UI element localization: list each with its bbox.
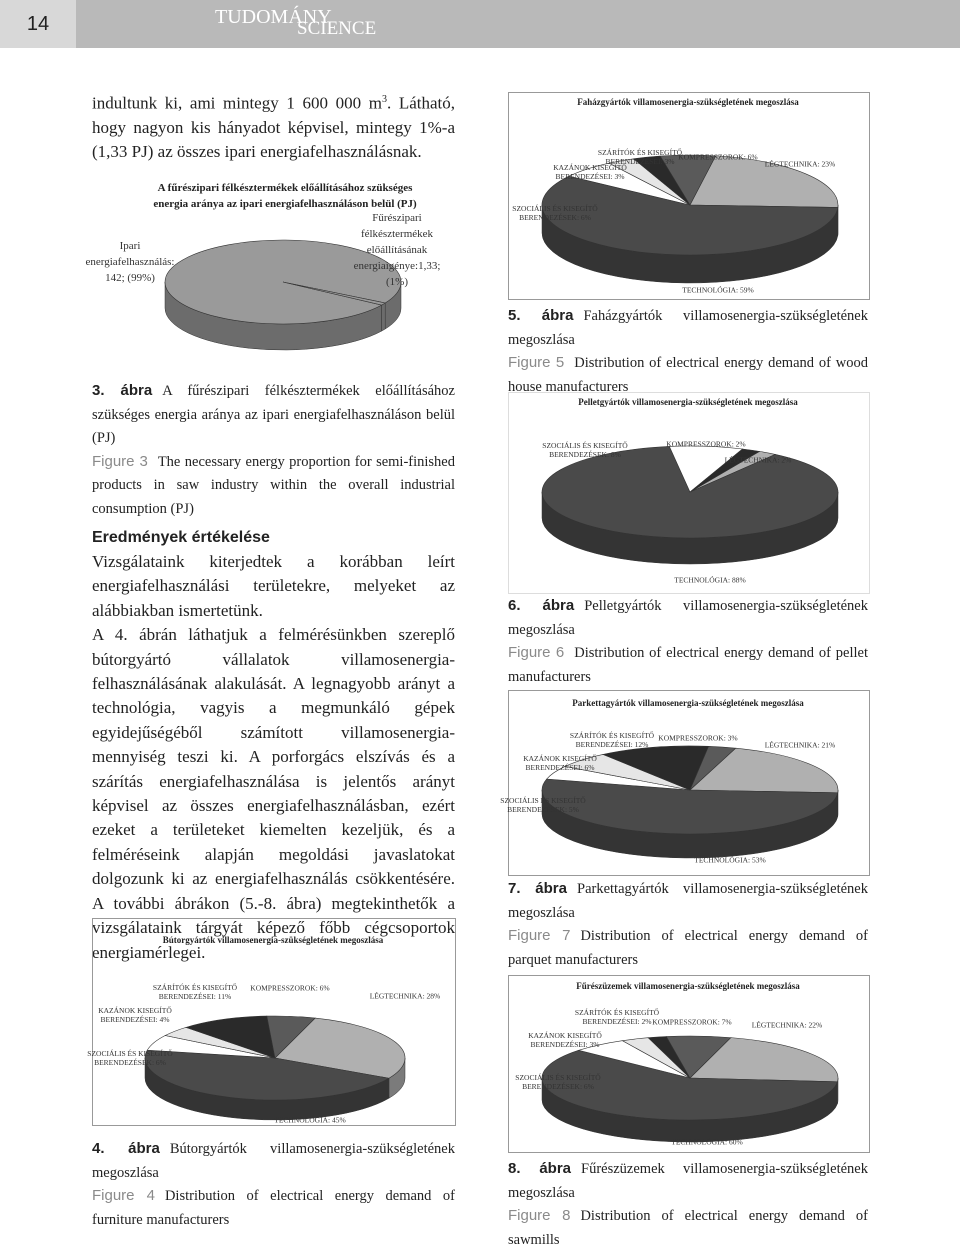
value-label: SZOCIÁLIS ÉS KISEGÍTŐ BERENDEZÉSEK: 6% xyxy=(80,1049,180,1067)
value-label: KAZÁNOK KISEGÍTŐ BERENDEZÉSEI: 6% xyxy=(520,754,600,772)
value-label: LÉGTECHNIKA: 28% xyxy=(350,992,460,1001)
value-label: LÉGTECHNIKA: 22% xyxy=(732,1021,842,1030)
value-label: Ipari energiafelhasználás: 142; (99%) xyxy=(83,238,178,286)
value-label: KOMPRESSZOROK: 2% xyxy=(651,440,761,449)
value-label: SZOCIÁLIS ÉS KISEGÍTŐ BERENDEZÉSEK: 8% xyxy=(530,441,640,459)
figure-label: Figure 6 xyxy=(508,644,564,661)
value-label: TECHNOLÓGIA: 53% xyxy=(675,856,785,865)
value-label: LÉGTECHNIKA: 21% xyxy=(745,741,855,750)
chart-title: Parkettagyártók villamosenergia-szükségl… xyxy=(512,697,864,710)
caption-label: 3. ábra xyxy=(92,382,152,399)
value-label: TECHNOLÓGIA: 60% xyxy=(652,1138,762,1147)
chart-title: Pelletgyártók villamosenergia-szükséglet… xyxy=(512,396,864,409)
caption-label: 5. ábra xyxy=(508,307,573,324)
figure-label: Figure 7 xyxy=(508,927,570,944)
value-label: TECHNOLÓGIA: 45% xyxy=(255,1116,365,1125)
caption-label: 6. ábra xyxy=(508,597,574,614)
chart-title: A fűrészipari félkésztermékek előállítás… xyxy=(140,181,430,213)
value-label: KOMPRESSZOROK: 6% xyxy=(663,153,773,162)
value-label: KAZÁNOK KISEGÍTŐ BERENDEZÉSEI: 3% xyxy=(525,1031,605,1049)
value-label: TECHNOLÓGIA: 59% xyxy=(663,286,773,295)
value-label: KOMPRESSZOROK: 7% xyxy=(637,1018,747,1027)
figure-label: Figure 5 xyxy=(508,354,564,371)
value-label: SZÁRÍTÓK ÉS KISEGÍTŐ BERENDEZÉSEI: 11% xyxy=(145,983,245,1001)
chart-title: Faházgyártók villamosenergia-szükségleté… xyxy=(512,96,864,109)
page: 14 TUDOMÁNY SCIENCE indultunk ki, ami mi… xyxy=(0,0,960,1226)
value-label: SZOCIÁLIS ÉS KISEGÍTŐ BERENDEZÉSEK: 6% xyxy=(513,1073,603,1091)
value-label: Fűrészipari félkésztermékek előállításán… xyxy=(347,210,447,290)
value-label: LÉGTECHNIKA: 2% xyxy=(703,456,813,465)
value-label: TECHNOLÓGIA: 88% xyxy=(655,576,765,585)
caption-label: 4. ábra xyxy=(92,1140,160,1157)
caption-label: 8. ábra xyxy=(508,1160,571,1177)
figure-label: Figure 3 xyxy=(92,453,148,470)
figure-label: Figure 4 xyxy=(92,1187,155,1204)
chart-title: Bútorgyártók villamosenergia-szükségleté… xyxy=(100,934,446,947)
value-label: SZOCIÁLIS ÉS KISEGÍTŐ BERENDEZÉSEK: 5% xyxy=(498,796,588,814)
pie-side xyxy=(382,303,386,331)
value-label: KOMPRESSZOROK: 6% xyxy=(235,984,345,993)
value-label: KAZÁNOK KISEGÍTŐ BERENDEZÉSEI: 4% xyxy=(95,1006,175,1024)
chart-title: Fűrészüzemek villamosenergia-szükségleté… xyxy=(512,980,864,993)
value-label: SZOCIÁLIS ÉS KISEGÍTŐ BERENDEZÉSEK: 6% xyxy=(500,204,610,222)
value-label: KOMPRESSZOROK: 3% xyxy=(643,734,753,743)
figure-label: Figure 8 xyxy=(508,1207,570,1224)
caption-label: 7. ábra xyxy=(508,880,567,897)
